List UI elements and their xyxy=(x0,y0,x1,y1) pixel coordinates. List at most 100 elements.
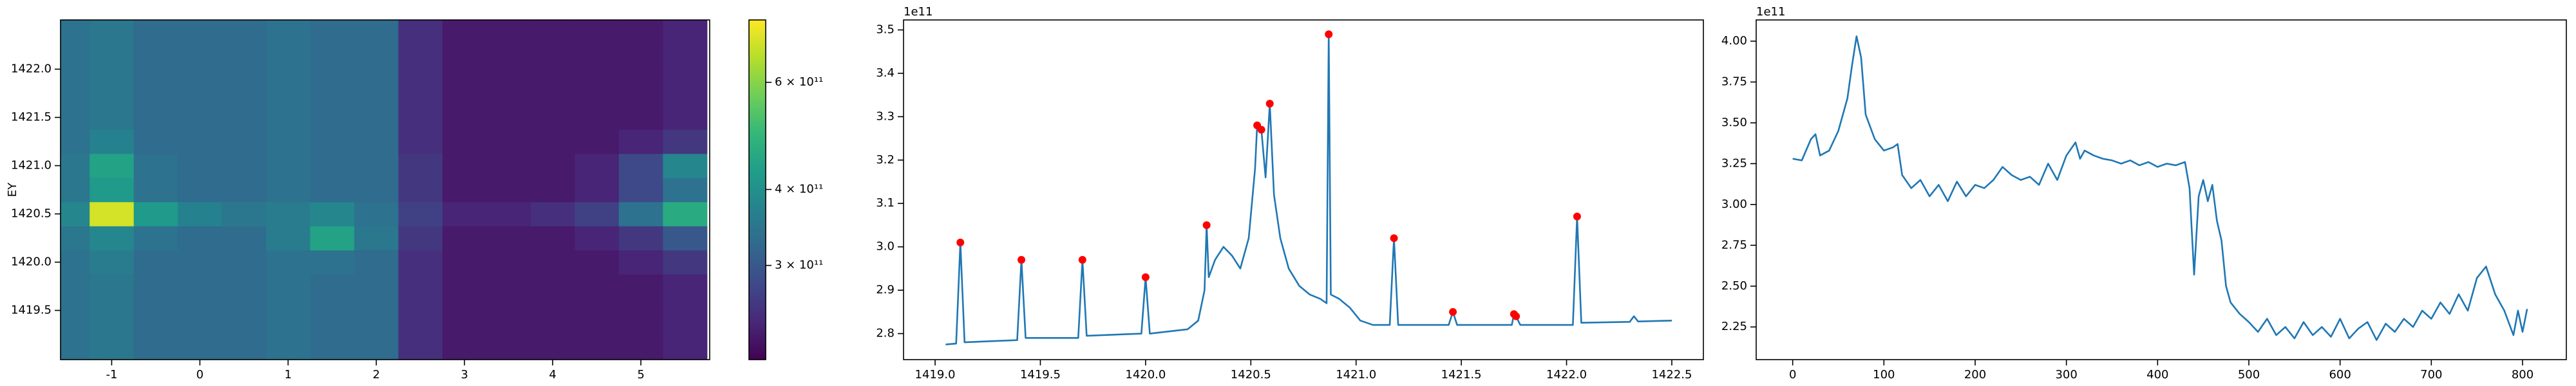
heatmap-cell xyxy=(90,81,135,106)
heatmap-cell xyxy=(442,20,487,33)
heatmap-cell xyxy=(133,250,178,275)
heatmap-cell xyxy=(310,20,355,33)
data-line xyxy=(945,33,1672,345)
heatmap-cell xyxy=(618,201,663,226)
heatmap-cell xyxy=(266,33,311,58)
y-tick-label: 1420.0 xyxy=(11,255,52,269)
heatmap-cell xyxy=(486,105,531,130)
heatmap-cell xyxy=(133,81,178,106)
heatmap-cell xyxy=(442,153,487,178)
heatmap-cell xyxy=(618,20,663,33)
heatmap-cell xyxy=(90,129,135,154)
peak-marker xyxy=(956,238,965,246)
y-tick-label: 2.9 xyxy=(876,283,895,297)
heatmap-cell xyxy=(310,226,355,251)
heatmap-cell xyxy=(618,322,663,347)
heatmap-cell xyxy=(663,298,708,323)
x-tick-label: 1422.0 xyxy=(1546,368,1587,381)
heatmap-cell xyxy=(530,298,575,323)
heatmap-cell xyxy=(266,250,311,275)
heatmap-cell xyxy=(90,201,135,226)
x-tick-label: 200 xyxy=(1964,368,1986,381)
heatmap-cell xyxy=(530,201,575,226)
heatmap-cell xyxy=(310,178,355,203)
heatmap-cell xyxy=(310,153,355,178)
heatmap-cell xyxy=(178,346,223,360)
heatmap-cell xyxy=(618,129,663,154)
colorbar-tick-label: 6 × 10¹¹ xyxy=(775,75,823,89)
heatmap-cell xyxy=(266,153,311,178)
x-tick-label: 3 xyxy=(461,368,468,381)
y-axis-label: EY xyxy=(6,182,19,197)
heatmap-cell xyxy=(90,226,135,251)
heatmap-cell xyxy=(61,274,90,299)
x-tick-label: 0 xyxy=(1789,368,1796,381)
heatmap-cell xyxy=(486,322,531,347)
heatmap-cell xyxy=(90,322,135,347)
heatmap-cell xyxy=(398,298,443,323)
heatmap-cell xyxy=(222,322,267,347)
heatmap-cell xyxy=(61,105,90,130)
heatmap-cell xyxy=(354,226,399,251)
heatmap-cell xyxy=(530,153,575,178)
heatmap-cell xyxy=(486,81,531,106)
y-tick-label: 3.75 xyxy=(1721,75,1747,88)
heatmap-cell xyxy=(663,57,708,82)
heatmap-cell xyxy=(61,178,90,203)
x-tick-label: 800 xyxy=(2512,368,2533,381)
axes-frame xyxy=(903,19,1704,360)
x-tick-label: -1 xyxy=(106,368,117,381)
heatmap-cell xyxy=(574,20,620,33)
heatmap-cell xyxy=(61,322,90,347)
y-tick-label: 1420.5 xyxy=(11,207,52,221)
x-tick-label: 1420.5 xyxy=(1231,368,1271,381)
heatmap-cell xyxy=(442,298,487,323)
y-tick-label: 1419.5 xyxy=(11,304,52,317)
heatmap-cell xyxy=(618,33,663,58)
heatmap-cell xyxy=(398,81,443,106)
y-tick-label: 3.5 xyxy=(876,23,895,37)
heatmap-cell xyxy=(310,81,355,106)
heatmap-cell xyxy=(663,201,708,226)
heatmap-cell xyxy=(222,57,267,82)
y-tick-label: 3.4 xyxy=(876,66,895,80)
heatmap-cell xyxy=(178,153,223,178)
heatmap-cell xyxy=(618,153,663,178)
heatmap-cell xyxy=(61,33,90,58)
x-tick-label: 600 xyxy=(2329,368,2351,381)
heatmap-cells xyxy=(61,20,708,360)
y-tick-label: 3.25 xyxy=(1721,156,1747,170)
x-tick-label: 1421.5 xyxy=(1441,368,1482,381)
heatmap-cell xyxy=(663,129,708,154)
heatmap-cell xyxy=(530,274,575,299)
heatmap-cell xyxy=(618,178,663,203)
heatmap-cell xyxy=(486,201,531,226)
heatmap-cell xyxy=(222,129,267,154)
peak-marker xyxy=(1078,255,1086,264)
heatmap-cell xyxy=(486,129,531,154)
heatmap-cell xyxy=(90,178,135,203)
peak-marker xyxy=(1573,212,1581,221)
heatmap-cell xyxy=(486,250,531,275)
heatmap-cell xyxy=(222,105,267,130)
heatmap-cell xyxy=(61,129,90,154)
heatmap-cell xyxy=(133,226,178,251)
y-tick-label: 2.75 xyxy=(1721,238,1747,252)
heatmap-cell xyxy=(310,250,355,275)
heatmap-cell xyxy=(178,274,223,299)
heatmap-cell xyxy=(222,33,267,58)
heatmap-cell xyxy=(266,81,311,106)
heatmap-cell xyxy=(442,274,487,299)
y-tick-label: 2.25 xyxy=(1721,320,1747,333)
x-tick-label: 1419.0 xyxy=(915,368,956,381)
x-tick-label: 1 xyxy=(285,368,292,381)
heatmap-cell xyxy=(442,129,487,154)
heatmap-cell xyxy=(486,178,531,203)
heatmap-cell xyxy=(310,201,355,226)
x-tick-label: 300 xyxy=(2055,368,2077,381)
x-tick-label: 1421.0 xyxy=(1336,368,1376,381)
data-line xyxy=(1792,35,2528,341)
peak-marker xyxy=(1265,100,1274,108)
heatmap-cell xyxy=(178,250,223,275)
